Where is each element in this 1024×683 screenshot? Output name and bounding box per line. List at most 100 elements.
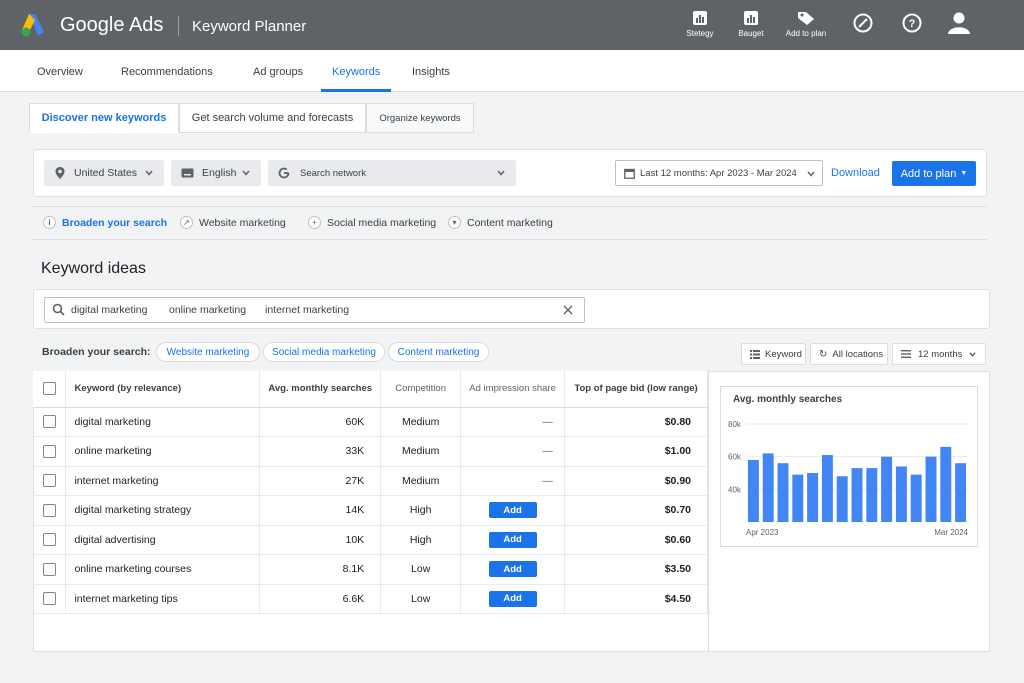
col-avg-searches[interactable]: Avg. monthly searches xyxy=(259,371,382,408)
impression-share-cell: — xyxy=(460,466,566,496)
col-top-bid[interactable]: Top of page bid (low range) xyxy=(564,371,708,408)
chip-website-marketing[interactable]: ↗ Website marketing xyxy=(180,216,286,229)
chart-plot: 80k 60k 40k Apr 2023 Mar 2024 xyxy=(728,420,969,537)
subtab-discover[interactable]: Discover new keywords xyxy=(29,103,179,133)
chart-bar[interactable] xyxy=(821,455,833,522)
subtab-search-volume[interactable]: Get search volume and forecasts xyxy=(179,103,366,133)
product-name: Keyword Planner xyxy=(192,18,307,35)
chart-bar[interactable] xyxy=(792,474,804,522)
date-range-dropdown[interactable]: Last 12 months: Apr 2023 - Mar 2024 xyxy=(615,160,823,186)
col-keyword[interactable]: Keyword (by relevance) xyxy=(65,371,261,408)
chart-bar[interactable] xyxy=(747,459,759,522)
chart-bar[interactable] xyxy=(807,473,819,522)
bid-cell: $0.90 xyxy=(564,466,708,496)
searches-cell: 14K xyxy=(259,495,382,526)
tab-insights[interactable]: Insights xyxy=(412,66,450,78)
keyword-cell: online marketing xyxy=(65,436,261,467)
location-pin-icon xyxy=(55,167,65,179)
keyword-search-input[interactable] xyxy=(44,297,585,323)
tab-ad-groups[interactable]: Ad groups xyxy=(253,66,304,78)
add-keyword-button[interactable]: Add xyxy=(488,531,537,548)
row-checkbox[interactable] xyxy=(42,444,56,458)
months-dropdown[interactable]: 12 months xyxy=(892,343,986,365)
search-term: internet marketing xyxy=(265,304,350,316)
row-select-cell xyxy=(33,525,67,555)
download-button[interactable]: Download xyxy=(831,167,880,179)
chart-bar[interactable] xyxy=(895,466,907,522)
row-checkbox[interactable] xyxy=(42,562,56,576)
keyword-view-button[interactable]: Keyword xyxy=(741,343,806,365)
chart-bar[interactable] xyxy=(762,453,774,522)
tab-overview[interactable]: Overview xyxy=(37,66,83,78)
account-icon[interactable] xyxy=(946,10,972,36)
add-keyword-button[interactable]: Add xyxy=(488,502,537,519)
chart-bar[interactable] xyxy=(910,474,922,522)
chip-content-marketing[interactable]: ▾ Content marketing xyxy=(448,216,553,229)
brand-name: Google Ads xyxy=(60,14,164,36)
chart-bar[interactable] xyxy=(851,468,863,522)
chip-broaden-search[interactable]: i Broaden your search xyxy=(43,216,167,229)
close-icon[interactable] xyxy=(563,305,573,315)
broaden-label: Broaden your search: xyxy=(42,346,151,358)
locations-button[interactable]: ↻ All locations xyxy=(810,343,888,365)
chip-social-media-marketing[interactable]: + Social media marketing xyxy=(308,216,436,229)
keyword-view-label: Keyword xyxy=(765,348,802,360)
location-dropdown[interactable]: United States xyxy=(44,160,164,186)
bid-cell: $0.60 xyxy=(564,525,708,555)
tab-recommendations[interactable]: Recommendations xyxy=(121,66,213,78)
chevron-down-icon xyxy=(807,171,815,177)
col-impression-share[interactable]: Ad impression share xyxy=(460,371,566,408)
searches-cell: 27K xyxy=(259,466,382,496)
chart-bar[interactable] xyxy=(940,446,952,522)
locations-label: All locations xyxy=(832,348,884,360)
main-nav xyxy=(0,50,1024,92)
strategy-button[interactable]: Stetegy xyxy=(680,10,720,38)
row-checkbox[interactable] xyxy=(42,415,56,429)
row-checkbox[interactable] xyxy=(42,533,56,547)
chart-bar[interactable] xyxy=(955,463,967,522)
pill-content-marketing[interactable]: Content marketing xyxy=(388,342,489,362)
refresh-icon: ↻ xyxy=(819,348,828,360)
chart-bar[interactable] xyxy=(881,456,893,522)
chart-bar[interactable] xyxy=(777,463,789,522)
tab-keywords[interactable]: Keywords xyxy=(332,66,381,78)
select-all-checkbox[interactable] xyxy=(42,382,56,396)
compass-icon[interactable] xyxy=(852,12,874,34)
chip-label: Social media marketing xyxy=(327,216,437,229)
add-keyword-button[interactable]: Add xyxy=(488,561,537,578)
add-to-plan-top-button[interactable]: Add to plan xyxy=(780,10,832,38)
add-to-plan-button[interactable]: Add to plan ▼ xyxy=(892,161,976,186)
add-keyword-button[interactable]: Add xyxy=(488,590,537,607)
network-value: Search network xyxy=(300,167,367,179)
bid-cell: $0.80 xyxy=(564,407,708,437)
competition-cell: Low xyxy=(380,554,462,585)
row-checkbox[interactable] xyxy=(42,474,56,488)
budget-button[interactable]: Bauget xyxy=(732,10,770,38)
y-tick-label: 80k xyxy=(728,420,742,429)
trend-icon: ↗ xyxy=(180,216,193,229)
row-checkbox[interactable] xyxy=(42,592,56,606)
language-dropdown[interactable]: English xyxy=(171,160,261,186)
chart-bar[interactable] xyxy=(836,476,848,522)
chart-bar[interactable] xyxy=(866,468,878,522)
pill-website-marketing[interactable]: Website marketing xyxy=(156,342,260,362)
bar-chart-icon xyxy=(744,11,758,25)
x-tick-label: Apr 2023 xyxy=(746,528,779,537)
add-to-plan-top-label: Add to plan xyxy=(785,29,827,38)
chart-bar[interactable] xyxy=(925,456,937,522)
row-select-cell xyxy=(33,495,67,526)
x-tick-label: Mar 2024 xyxy=(934,528,968,537)
impression-share-cell: Add xyxy=(460,495,566,526)
bar-chart-icon xyxy=(693,11,707,25)
row-checkbox[interactable] xyxy=(42,503,56,517)
subtab-organize[interactable]: Organize keywords xyxy=(366,103,474,133)
keyword-table: Keyword (by relevance) Avg. monthly sear… xyxy=(33,371,708,614)
table-header-row: Keyword (by relevance) Avg. monthly sear… xyxy=(33,371,708,408)
keyword-cell: digital advertising xyxy=(65,525,261,555)
col-competition[interactable]: Competition xyxy=(380,371,462,408)
chevron-down-icon xyxy=(242,170,250,176)
pill-social-media-marketing[interactable]: Social media marketing xyxy=(263,342,385,362)
network-dropdown[interactable]: Search network xyxy=(268,160,516,186)
search-icon xyxy=(52,303,65,316)
help-icon[interactable]: ? xyxy=(901,12,923,34)
